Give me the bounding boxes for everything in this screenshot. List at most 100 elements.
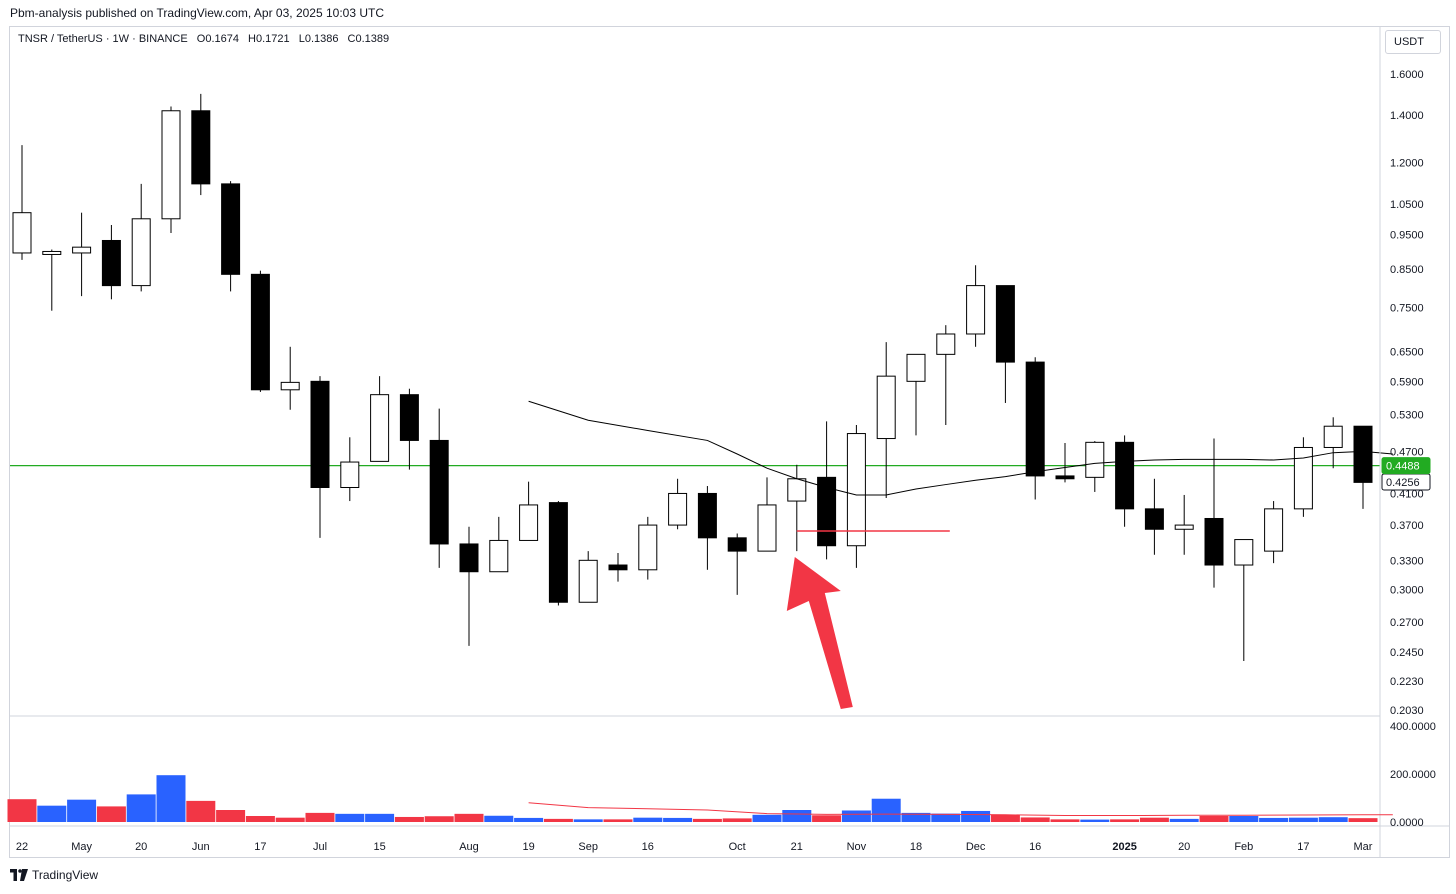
volume-bar — [1169, 818, 1199, 822]
volume-bar — [782, 810, 812, 822]
volume-bar — [96, 806, 126, 822]
candle-body — [1055, 475, 1075, 480]
candle — [12, 145, 32, 260]
volume-bar — [931, 813, 961, 822]
legend-high: H0.1721 — [248, 33, 290, 45]
price-tick-label: 0.5900 — [1390, 376, 1424, 388]
volume-bar — [305, 812, 335, 822]
candle-body — [668, 492, 688, 526]
price-tick-label: 0.3300 — [1390, 555, 1424, 567]
candle-body — [966, 285, 986, 335]
candle — [727, 533, 747, 595]
legend-low: L0.1386 — [298, 33, 339, 45]
candle-body — [608, 564, 628, 571]
candle-body — [519, 504, 539, 541]
candle-body — [370, 394, 390, 462]
volume-bar — [1259, 817, 1289, 822]
time-tick-label: Nov — [847, 841, 867, 853]
currency-selector[interactable]: USDT — [1385, 30, 1441, 54]
candle — [1323, 417, 1343, 469]
candle — [578, 551, 598, 603]
candle-body — [906, 353, 926, 382]
price-tick-label: 0.4700 — [1390, 446, 1424, 458]
candle-body — [578, 559, 598, 603]
candle-body — [72, 246, 92, 254]
candle-body — [1234, 539, 1254, 566]
volume-bar — [126, 794, 156, 822]
candle — [1115, 435, 1135, 527]
annotation-arrow — [786, 556, 853, 709]
symbol-legend: TNSR / TetherUS · 1W · BINANCE O0.1674 H… — [18, 33, 395, 45]
candle — [638, 516, 658, 580]
candle — [1353, 425, 1373, 509]
candle-body — [131, 218, 151, 287]
time-tick-label: Sep — [578, 841, 598, 853]
volume-bar — [1080, 819, 1110, 822]
time-tick-label: 19 — [522, 841, 534, 853]
time-tick-label: May — [71, 841, 92, 853]
time-tick-label: Mar — [1354, 841, 1373, 853]
time-tick-label: 2025 — [1112, 841, 1136, 853]
volume-bar — [961, 810, 991, 822]
candle-body — [846, 433, 866, 547]
price-tick-label: 0.2700 — [1390, 617, 1424, 629]
candle-body — [548, 502, 568, 603]
candle — [817, 421, 837, 560]
candle-body — [995, 285, 1015, 363]
time-tick-label: 18 — [910, 841, 922, 853]
volume-bar — [1020, 817, 1050, 822]
candle-body — [1085, 441, 1105, 478]
publish-header: Pbm-analysis published on TradingView.co… — [10, 6, 384, 20]
time-tick-label: 15 — [373, 841, 385, 853]
candle — [757, 477, 777, 552]
time-tick-label: Feb — [1234, 841, 1253, 853]
volume-bar — [1110, 819, 1140, 822]
legend-close: C0.1389 — [347, 33, 390, 45]
volume-pane — [7, 775, 1393, 822]
legend-symbol: TNSR / TetherUS · 1W · BINANCE — [18, 33, 188, 45]
volume-bar — [67, 799, 97, 822]
volume-bar — [1050, 819, 1080, 822]
time-axis: 22 May 20 Jun 17 Jul 15 Aug 19 Sep 16 Oct 21 Nov 18 Dec… — [16, 841, 1373, 853]
candle-body — [1025, 361, 1045, 477]
time-tick-label: Jul — [313, 841, 327, 853]
candle-body — [1115, 441, 1135, 510]
candle — [1174, 494, 1194, 555]
candle — [489, 516, 509, 573]
volume-tick-label: 400.0000 — [1390, 721, 1436, 733]
volume-bar — [484, 815, 514, 822]
time-tick-label: Dec — [966, 841, 986, 853]
price-tick-label: 0.5300 — [1390, 409, 1424, 421]
footer-brand: TradingView — [32, 868, 99, 882]
volume-bar — [1229, 816, 1259, 822]
candle-body — [1204, 517, 1224, 566]
price-tick-label: 0.2450 — [1390, 647, 1424, 659]
candle — [131, 183, 151, 292]
candle-body — [1174, 524, 1194, 530]
volume-bar — [216, 810, 246, 822]
price-tick-label: 1.6000 — [1390, 69, 1424, 81]
volume-bar — [1139, 817, 1169, 822]
support-price-badge-box — [1381, 457, 1431, 475]
candle-body — [191, 110, 211, 185]
candle-body — [936, 333, 956, 355]
volume-bar — [692, 818, 722, 822]
candle — [191, 93, 211, 196]
candle — [1144, 478, 1164, 555]
volume-axis: 400.0000 200.0000 0.0000 — [1390, 721, 1436, 829]
candle — [787, 464, 807, 552]
last-price-badge-text: 0.4256 — [1386, 477, 1420, 489]
candle-body — [1323, 425, 1343, 448]
candle-body — [787, 478, 807, 502]
candle-body — [310, 380, 330, 488]
time-tick-label: 17 — [254, 841, 266, 853]
candle — [668, 478, 688, 530]
price-tick-label: 1.0500 — [1390, 199, 1424, 211]
candle — [250, 270, 270, 392]
candle — [995, 285, 1015, 403]
candle-body — [42, 250, 62, 255]
price-tick-label: 0.2230 — [1390, 676, 1424, 688]
time-tick-label: 16 — [1029, 841, 1041, 853]
candle — [429, 408, 449, 568]
